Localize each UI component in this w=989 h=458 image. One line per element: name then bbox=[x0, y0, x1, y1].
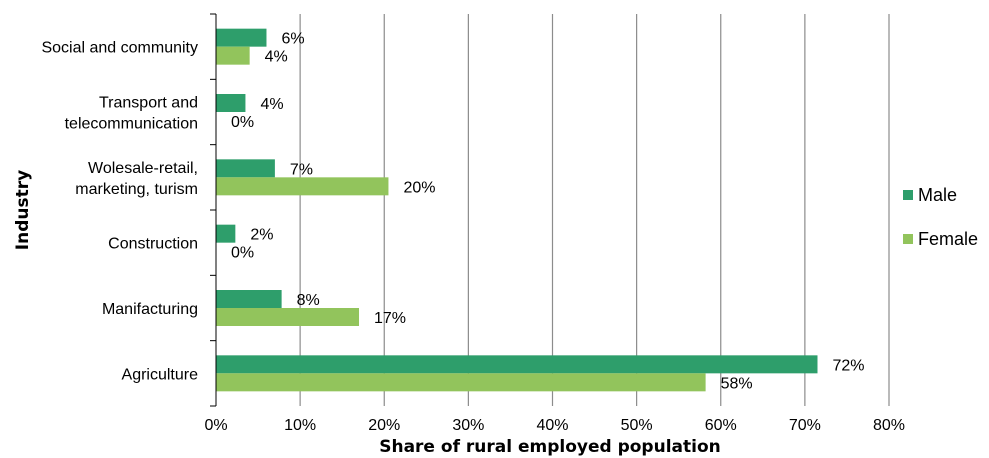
bar-male bbox=[216, 159, 275, 178]
x-tick-label: 80% bbox=[873, 417, 905, 434]
data-label-male: 72% bbox=[832, 357, 864, 374]
bar-male bbox=[216, 290, 282, 308]
x-tick-label: 20% bbox=[368, 417, 400, 434]
data-label-female: 17% bbox=[374, 310, 406, 327]
gridlines bbox=[299, 14, 890, 406]
data-labels: 6%4%4%0%7%20%2%0%8%17%72%58% bbox=[231, 31, 865, 393]
legend: Male Female bbox=[903, 185, 978, 249]
x-tick-label: 70% bbox=[789, 417, 821, 434]
bar-male bbox=[216, 94, 246, 112]
bar-female bbox=[216, 46, 250, 65]
data-label-female: 4% bbox=[265, 49, 288, 66]
bars bbox=[216, 28, 818, 392]
data-label-female: 0% bbox=[231, 114, 254, 131]
x-axis-title: Share of rural employed population bbox=[379, 437, 721, 457]
bar-male bbox=[216, 224, 236, 243]
legend-label-female: Female bbox=[918, 229, 978, 249]
bar-male bbox=[216, 28, 267, 47]
data-label-female: 58% bbox=[721, 375, 753, 392]
x-tick-label: 50% bbox=[621, 417, 653, 434]
data-label-female: 20% bbox=[403, 179, 435, 196]
y-axis-title: Industry bbox=[13, 170, 33, 250]
bar-female bbox=[216, 308, 360, 326]
x-axis-tick-labels: 0% 10% 20% 30% 40% 50% 60% 70% 80% bbox=[204, 417, 905, 434]
x-tick-label: 60% bbox=[705, 417, 737, 434]
x-tick-label: 10% bbox=[284, 417, 316, 434]
category-label: Construction bbox=[108, 236, 198, 253]
x-tick-label: 0% bbox=[204, 417, 227, 434]
data-label-male: 6% bbox=[281, 31, 304, 48]
y-axis-ticks bbox=[210, 13, 216, 407]
data-label-male: 8% bbox=[297, 292, 320, 309]
data-label-male: 4% bbox=[260, 96, 283, 113]
x-tick-label: 30% bbox=[452, 417, 484, 434]
category-label: Social and community bbox=[41, 40, 198, 57]
category-label: telecommunication bbox=[65, 116, 198, 133]
bar-male bbox=[216, 355, 818, 374]
legend-swatch-male bbox=[903, 190, 913, 200]
x-tick-label: 40% bbox=[536, 417, 568, 434]
category-label: Agriculture bbox=[122, 366, 199, 383]
data-label-male: 2% bbox=[250, 227, 273, 244]
category-label: Transport and bbox=[99, 95, 198, 112]
category-label: Wolesale-retail, bbox=[88, 160, 198, 177]
data-label-female: 0% bbox=[231, 245, 254, 262]
legend-swatch-female bbox=[903, 234, 913, 244]
category-label: marketing, turism bbox=[75, 181, 198, 198]
bar-female bbox=[216, 373, 706, 392]
bar-female bbox=[216, 177, 389, 196]
category-label: Manifacturing bbox=[102, 301, 198, 318]
category-labels: Social and community Transport and telecom… bbox=[41, 40, 198, 384]
data-label-male: 7% bbox=[290, 161, 313, 178]
legend-label-male: Male bbox=[918, 185, 957, 205]
